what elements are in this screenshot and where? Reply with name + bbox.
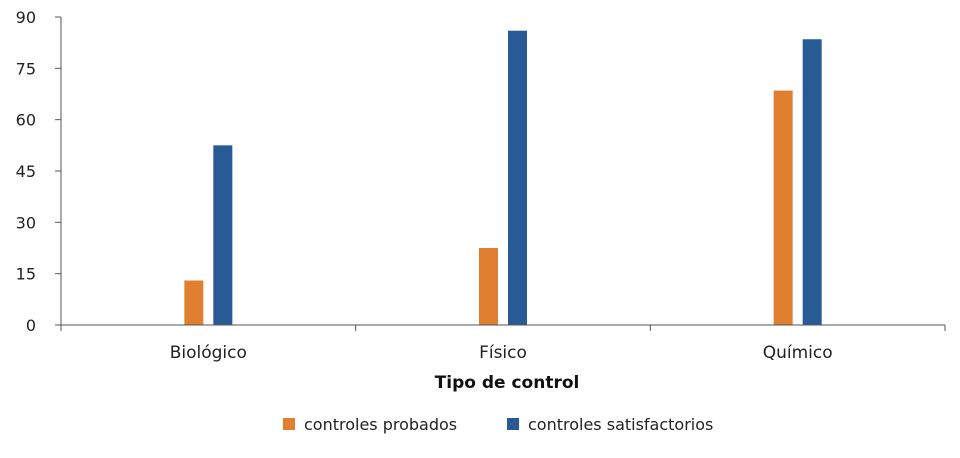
x-axis: Biológico Físico Químico <box>60 324 946 363</box>
bar-satisfactorios-2 <box>802 39 822 325</box>
y-tick-label: 15 <box>16 265 36 284</box>
legend-swatch <box>507 418 519 430</box>
x-category-label: Físico <box>479 343 527 363</box>
y-tick-label: 30 <box>16 213 36 232</box>
y-tick-label: 60 <box>16 111 36 130</box>
x-axis-title: Tipo de control <box>435 373 580 393</box>
bar-probados-2 <box>773 90 793 325</box>
bar-satisfactorios-0 <box>213 145 233 325</box>
y-tick-label: 75 <box>16 59 36 78</box>
x-category-label: Biológico <box>170 343 247 363</box>
x-category-label: Químico <box>763 343 833 363</box>
bar-probados-1 <box>479 248 498 325</box>
bars <box>184 30 822 325</box>
legend-label: controles satisfactorios <box>528 415 713 434</box>
legend-label: controles probados <box>304 415 457 434</box>
bar-satisfactorios-1 <box>508 30 527 325</box>
y-tick-label: 90 <box>16 8 36 27</box>
bar-probados-0 <box>184 280 204 325</box>
y-tick-label: 0 <box>26 316 36 335</box>
legend-swatch <box>283 418 295 430</box>
y-tick-label: 45 <box>16 162 36 181</box>
legend: controles probados controles satisfactori… <box>283 415 713 434</box>
y-axis: 0 15 30 45 60 75 90 <box>16 8 62 335</box>
